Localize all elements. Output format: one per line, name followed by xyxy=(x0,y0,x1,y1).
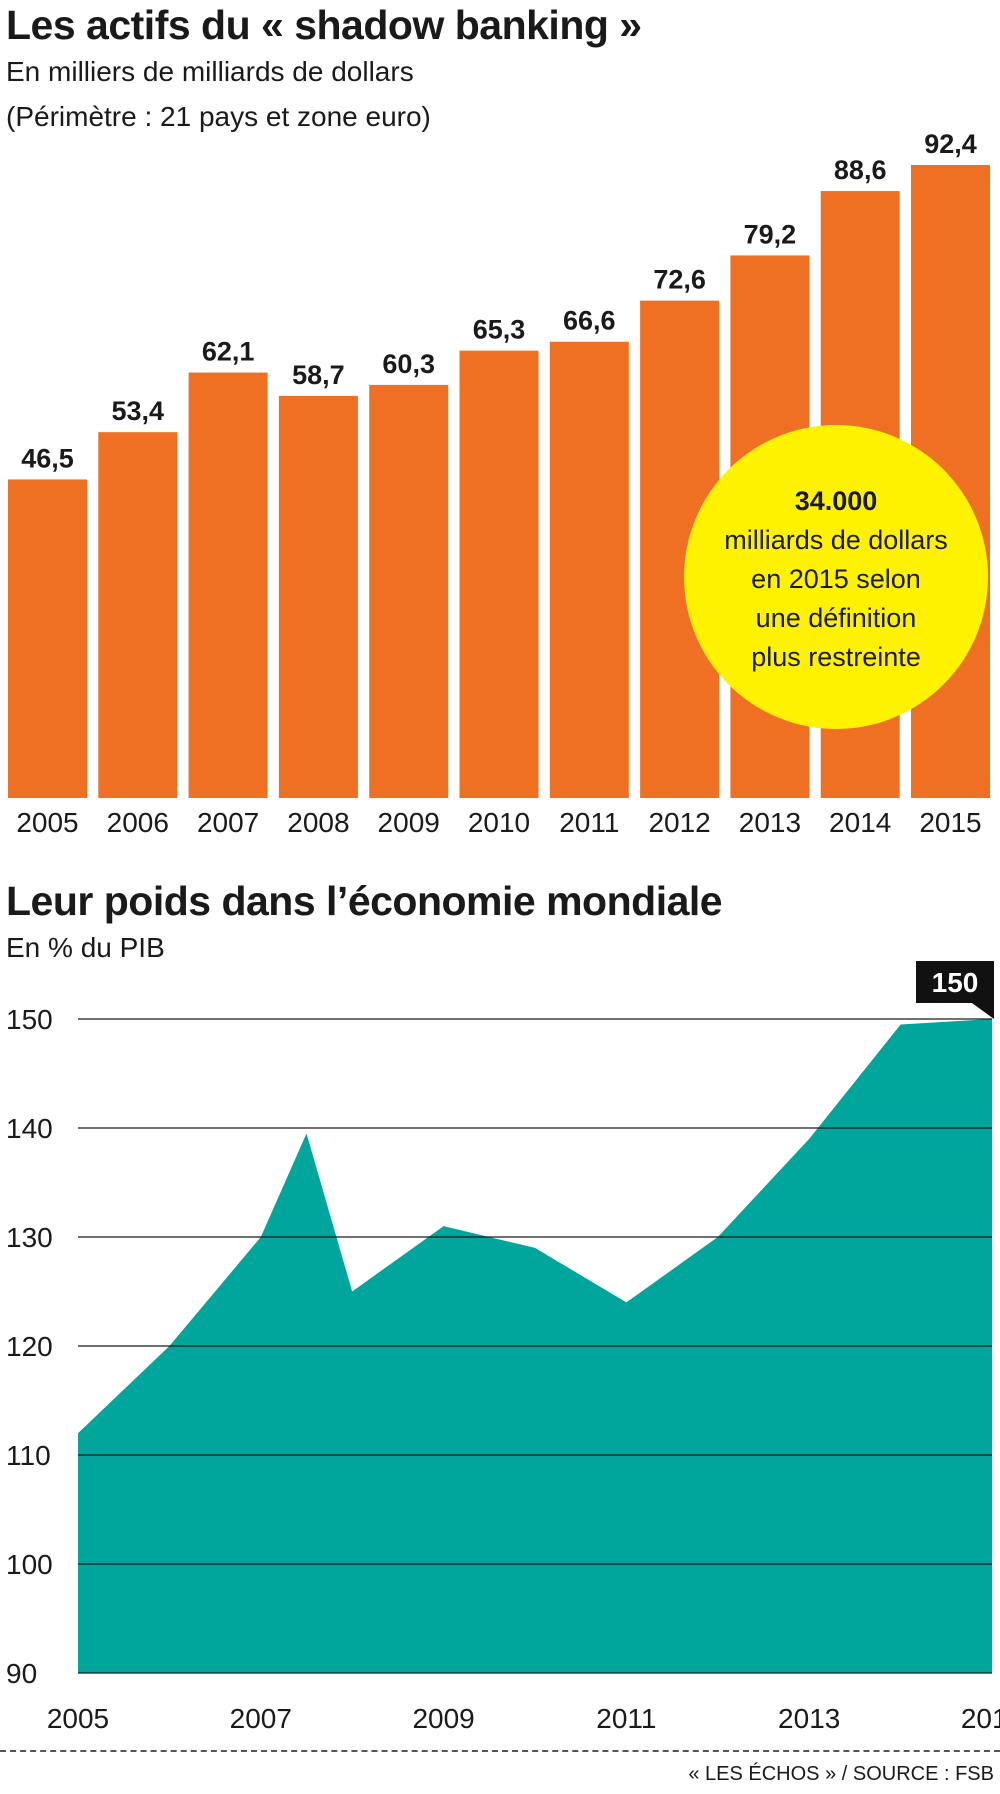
bar-value-label: 66,6 xyxy=(563,306,616,336)
bar-chart-title: Les actifs du « shadow banking » xyxy=(6,2,642,48)
bar-2005 xyxy=(8,479,87,798)
y-tick-label: 150 xyxy=(6,1004,53,1035)
bar-2011 xyxy=(549,341,629,798)
annotation-line: plus restreinte xyxy=(751,642,921,672)
bar-2010 xyxy=(459,350,539,798)
bar-value-label: 92,4 xyxy=(924,129,977,159)
x-tick-label: 2015 xyxy=(961,1703,1000,1734)
annotation-line: en 2015 selon xyxy=(751,564,921,594)
annotation-line: 34.000 xyxy=(795,486,878,516)
bar-value-label: 88,6 xyxy=(834,155,887,185)
annotation-circle xyxy=(684,425,988,729)
bar-2009 xyxy=(369,384,449,798)
annotation-line: une définition xyxy=(756,603,917,633)
footer-divider xyxy=(0,1750,1000,1752)
x-tick-label: 2011 xyxy=(559,807,619,838)
x-tick-label: 2007 xyxy=(230,1703,292,1734)
callout-value: 150 xyxy=(932,967,979,998)
x-tick-label: 2013 xyxy=(778,1703,840,1734)
bar-value-label: 79,2 xyxy=(744,219,797,249)
x-tick-label: 2014 xyxy=(829,807,891,838)
bar-chart-scope-note: (Périmètre : 21 pays et zone euro) xyxy=(6,101,431,132)
y-tick-label: 140 xyxy=(6,1113,53,1144)
x-tick-label: 2012 xyxy=(648,807,710,838)
bar-value-label: 62,1 xyxy=(202,337,255,367)
x-tick-label: 2009 xyxy=(412,1703,474,1734)
final-value-callout: 150 xyxy=(916,961,994,1019)
y-tick-label: 90 xyxy=(6,1658,37,1689)
annotation-bubble: 34.000 milliards de dollars en 2015 selon u… xyxy=(684,425,988,729)
bar-chart: 46,5 2005 53,4 2006 62,1 2007 58,7 2008 60,3 2009… xyxy=(8,129,990,838)
x-tick-label: 2005 xyxy=(47,1703,109,1734)
annotation-line: milliards de dollars xyxy=(724,525,948,555)
x-tick-label: 2006 xyxy=(107,807,169,838)
x-tick-label: 2011 xyxy=(596,1703,656,1734)
bar-value-label: 53,4 xyxy=(112,396,165,426)
area-chart-title: Leur poids dans l’économie mondiale xyxy=(6,878,723,924)
x-tick-label: 2008 xyxy=(287,807,349,838)
x-tick-label: 2013 xyxy=(739,807,801,838)
bar-2008 xyxy=(278,395,358,798)
bar-chart-subtitle: En milliers de milliards de dollars xyxy=(6,56,414,87)
area-chart-subtitle: En % du PIB xyxy=(6,932,165,963)
y-tick-label: 120 xyxy=(6,1331,53,1362)
x-tick-label: 2007 xyxy=(197,807,259,838)
callout-pointer xyxy=(972,1003,994,1019)
bar-value-label: 65,3 xyxy=(473,315,526,345)
y-tick-label: 100 xyxy=(6,1549,53,1580)
x-tick-label: 2005 xyxy=(16,807,78,838)
x-tick-label: 2015 xyxy=(919,807,981,838)
bar-value-label: 60,3 xyxy=(382,349,435,379)
bar-2007 xyxy=(188,372,268,798)
bar-value-label: 72,6 xyxy=(653,265,706,295)
callout-box xyxy=(916,961,994,1003)
area-chart: 150 140 130 120 110 100 90 2005 2007 2009 2011 2013… xyxy=(6,961,1000,1734)
bar-value-label: 58,7 xyxy=(292,360,345,390)
y-tick-label: 130 xyxy=(6,1222,53,1253)
x-tick-label: 2010 xyxy=(468,807,530,838)
bar-2006 xyxy=(98,432,178,798)
bar-value-label: 46,5 xyxy=(21,443,74,473)
y-tick-label: 110 xyxy=(6,1440,51,1471)
source-note: « LES ÉCHOS » / SOURCE : FSB xyxy=(688,1763,994,1785)
x-tick-label: 2009 xyxy=(378,807,440,838)
